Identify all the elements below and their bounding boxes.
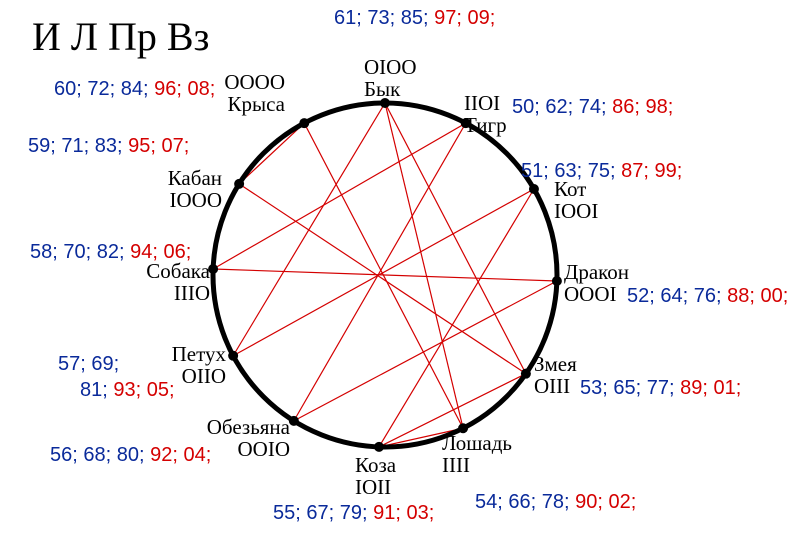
node-IOII	[374, 442, 384, 452]
year-line: 52; 64; 76; 88; 00;	[627, 285, 788, 307]
sign-label: Змея	[534, 352, 577, 376]
year-line: 57; 69;	[58, 353, 119, 375]
year-line: 55; 67; 79; 91; 03;	[273, 502, 434, 524]
node-IOOO	[234, 179, 244, 189]
sign-label: IIOI	[464, 91, 500, 115]
node-OOOI	[552, 276, 562, 286]
sign-label: Петух	[172, 342, 227, 366]
node-OIII	[521, 369, 531, 379]
sign-label: Лошадь	[442, 431, 512, 455]
year-line: 51; 63; 75; 87; 99;	[521, 160, 682, 182]
sign-label: Дракон	[564, 260, 629, 284]
sign-label: IIII	[442, 453, 470, 477]
sign-label: OOOI	[564, 282, 617, 306]
year-line: 59; 71; 83; 95; 07;	[28, 135, 189, 157]
sign-label: IOII	[355, 475, 391, 499]
sign-label: IOOO	[170, 188, 223, 212]
year-line: 60; 72; 84; 96; 08;	[54, 78, 215, 100]
year-line: 50; 62; 74; 86; 98;	[512, 96, 673, 118]
node-OOIO	[289, 416, 299, 426]
sign-label: OOOO	[224, 70, 285, 94]
year-line: 81; 93; 05;	[80, 379, 175, 401]
sign-label: Крыса	[227, 92, 285, 116]
year-line: 54; 66; 78; 90; 02;	[475, 491, 636, 513]
sign-label: Бык	[364, 77, 401, 101]
sign-label: Тигр	[464, 113, 507, 137]
sign-label: OIIO	[182, 364, 226, 388]
sign-label: Коза	[355, 453, 397, 477]
node-OIIO	[228, 351, 238, 361]
node-IOOI	[529, 184, 539, 194]
sign-label: OIOO	[364, 55, 417, 79]
zodiac-diagram: И Л Пр ВзOIOOБыкIIOIТигрКотIOOIДраконOOO…	[0, 0, 803, 537]
sign-label: IOOI	[554, 199, 598, 223]
year-line: 56; 68; 80; 92; 04;	[50, 444, 211, 466]
year-line: 53; 65; 77; 89; 01;	[580, 377, 741, 399]
sign-label: Кабан	[168, 166, 222, 190]
sign-label: Обезьяна	[207, 415, 291, 439]
title: И Л Пр Вз	[32, 14, 209, 59]
sign-label: OIII	[534, 374, 570, 398]
year-line: 58; 70; 82; 94; 06;	[30, 241, 191, 263]
sign-label: OOIO	[238, 437, 291, 461]
year-line: 61; 73; 85; 97; 09;	[334, 7, 495, 29]
sign-label: IIIO	[174, 281, 210, 305]
node-OOOO	[299, 118, 309, 128]
